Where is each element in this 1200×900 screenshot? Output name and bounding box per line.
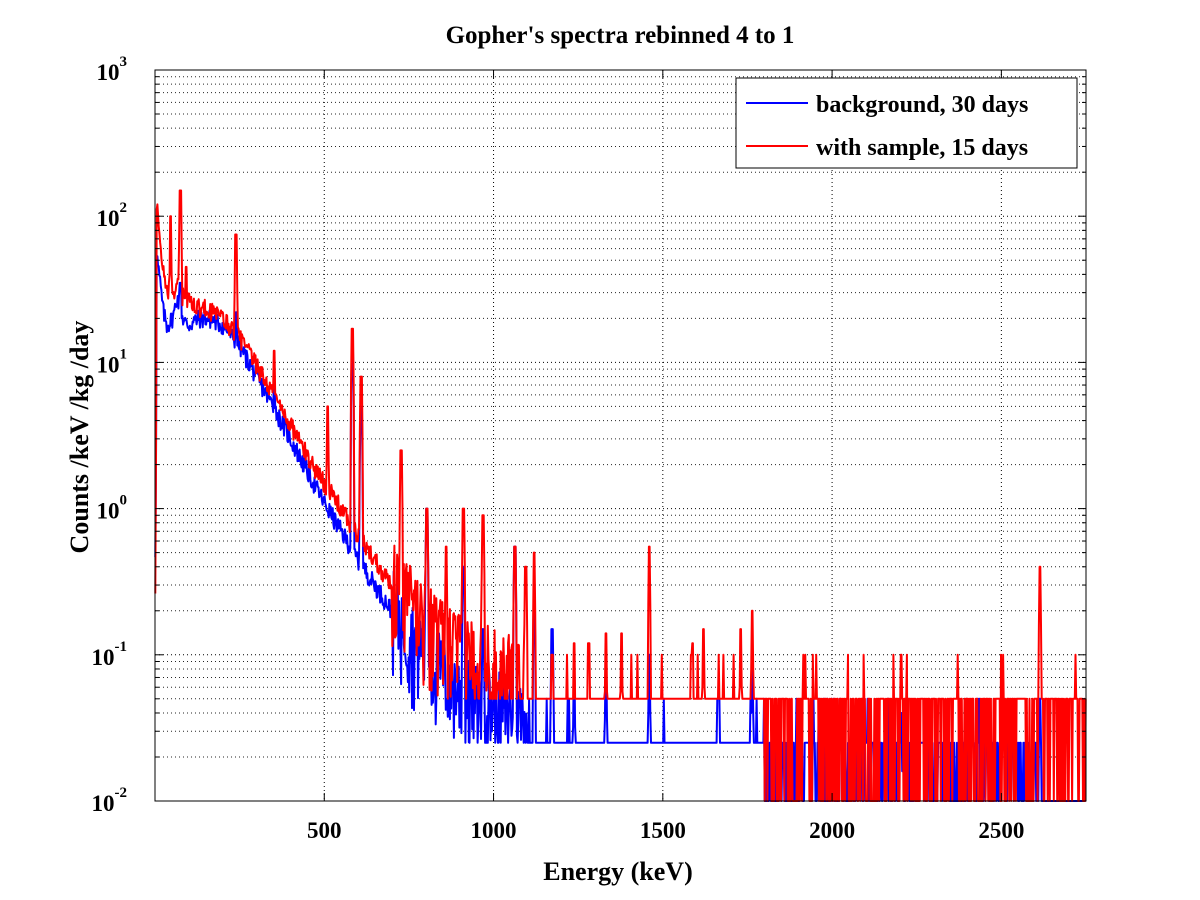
y-tick-label: 103 xyxy=(97,54,128,85)
x-axis-label: Energy (keV) xyxy=(543,857,692,886)
x-tick-label: 1500 xyxy=(640,818,686,843)
y-tick-label: 101 xyxy=(97,346,128,377)
y-tick-label: 10-1 xyxy=(92,639,128,670)
legend: background, 30 days with sample, 15 days xyxy=(735,77,1078,169)
chart-title: Gopher's spectra rebinned 4 to 1 xyxy=(446,22,795,49)
y-tick-label: 100 xyxy=(97,493,128,524)
legend-label-background: background, 30 days xyxy=(816,92,1028,118)
legend-label-sample: with sample, 15 days xyxy=(816,135,1028,161)
x-tick-label: 2500 xyxy=(978,818,1024,843)
plot-frame xyxy=(154,69,1087,802)
y-tick-label: 10-2 xyxy=(92,785,128,816)
y-tick-label: 102 xyxy=(97,200,128,231)
x-tick-label: 1000 xyxy=(471,818,517,843)
legend-box xyxy=(735,77,1078,169)
x-tick-label: 500 xyxy=(307,818,342,843)
y-axis-label: Counts /keV /kg /day xyxy=(65,321,94,554)
axis-ticks: 500 1000 1500 2000 2500 10-2 10-1 100 101 102 103 xyxy=(92,54,1086,843)
x-tick-label: 2000 xyxy=(809,818,855,843)
